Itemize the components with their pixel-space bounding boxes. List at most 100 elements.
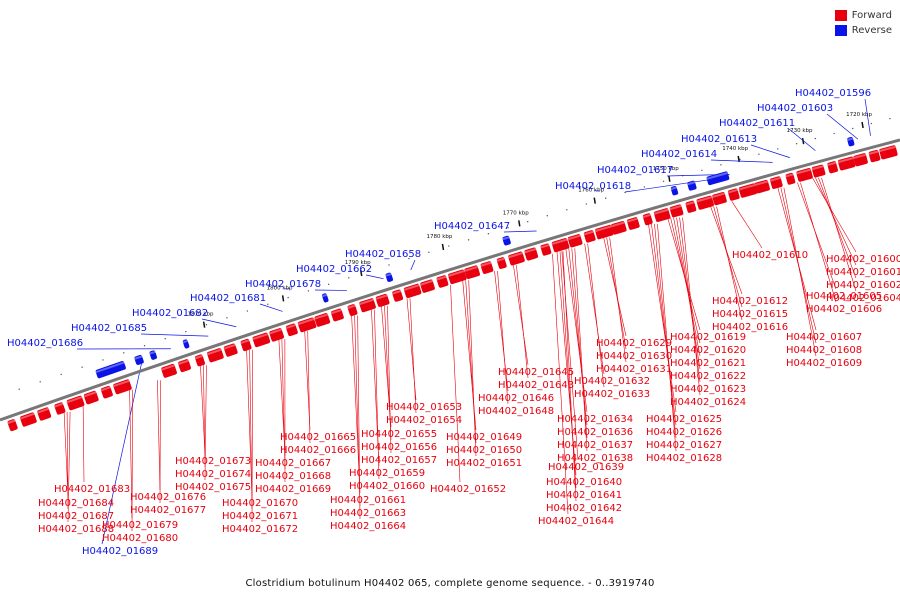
gene-highlight — [846, 137, 854, 141]
reverse-gene-label: H04402_01617 — [597, 165, 673, 176]
reverse-gene-label: H04402_01686 — [7, 338, 83, 349]
gene-features — [7, 136, 898, 432]
reverse-gene — [321, 293, 329, 303]
gene-highlight — [551, 238, 568, 246]
forward-gene — [524, 247, 539, 261]
gene-block — [670, 186, 679, 196]
reverse-gene-label: H04402_01678 — [245, 279, 321, 290]
forward-gene — [285, 323, 298, 337]
gene-highlight — [7, 419, 16, 425]
forward-gene-label: H04402_01615 — [712, 309, 788, 320]
scale-minor-dot — [527, 220, 529, 223]
scale-minor-dot — [143, 345, 146, 347]
forward-gene — [769, 176, 783, 189]
legend-item-reverse: Reverse — [834, 23, 892, 38]
scale-minor-dot — [487, 233, 490, 235]
gene-highlight — [134, 355, 143, 360]
gene-block — [853, 153, 868, 167]
gene-block — [420, 279, 435, 293]
forward-connector — [609, 237, 627, 363]
gene-block — [868, 149, 881, 163]
forward-connector — [82, 406, 85, 483]
gene-highlight — [66, 396, 83, 404]
gene-highlight — [727, 188, 738, 194]
reverse-connector — [365, 274, 384, 280]
reverse-gene — [502, 235, 511, 246]
scale-tick — [281, 295, 285, 302]
forward-gene-label: H04402_01630 — [596, 351, 672, 362]
forward-gene — [727, 188, 740, 201]
gene-highlight — [524, 247, 537, 254]
gene-block — [653, 208, 671, 222]
reverse-gene-label: H04402_01681 — [190, 293, 266, 304]
forward-gene-label: H04402_01631 — [596, 364, 672, 375]
forward-gene — [240, 338, 252, 352]
reverse-gene-label: H04402_01662 — [296, 264, 372, 275]
forward-connector — [676, 217, 701, 370]
scale-ticks: 1720 kbp 1730 kbp 1740 kbp 1750 kbp 1760 kbp… — [18, 112, 891, 390]
forward-connector — [606, 237, 627, 350]
forward-gene-label: H04402_01629 — [596, 338, 672, 349]
scale-minor-dot — [81, 366, 83, 368]
gene-highlight — [712, 192, 726, 198]
reverse-connector — [826, 113, 859, 140]
scale-minor-dot — [889, 117, 891, 120]
gene-block — [83, 390, 99, 405]
forward-gene-label: H04402_01655 — [361, 429, 437, 440]
forward-gene — [447, 269, 467, 285]
forward-connector — [682, 217, 701, 396]
scale-minor-dot — [870, 122, 873, 125]
gene-block — [540, 243, 552, 256]
gene-highlight — [853, 153, 867, 159]
gene-block — [100, 385, 113, 399]
gene-block — [847, 136, 855, 147]
forward-gene-label: H04402_01616 — [712, 322, 788, 333]
forward-connector — [587, 243, 605, 388]
gene-block — [696, 195, 714, 210]
forward-connector — [657, 223, 677, 452]
gene-highlight — [496, 257, 505, 262]
forward-gene-label: H04402_01641 — [546, 490, 622, 501]
forward-connector — [494, 270, 509, 392]
scale-minor-dot — [226, 317, 228, 319]
gene-highlight — [375, 294, 388, 300]
gene-highlight — [811, 165, 824, 171]
reverse-connector — [410, 259, 416, 271]
forward-gene-label: H04402_01628 — [646, 453, 722, 464]
scale-minor-dot — [246, 310, 249, 312]
scale-label: 1780 kbp — [426, 234, 452, 240]
gene-block — [669, 204, 684, 218]
forward-connector — [552, 253, 569, 515]
scale-label: 1720 kbp — [846, 112, 872, 118]
forward-gene-label: H04402_01687 — [38, 511, 114, 522]
forward-gene — [83, 390, 99, 405]
forward-gene — [314, 313, 331, 327]
reverse-gene-label: H04402_01682 — [132, 308, 208, 319]
forward-gene — [583, 230, 596, 243]
forward-gene — [112, 379, 132, 395]
forward-gene-label: H04402_01608 — [786, 345, 862, 356]
scale-minor-dot — [662, 180, 665, 182]
gene-highlight — [160, 364, 175, 371]
forward-gene — [403, 283, 422, 299]
forward-gene-label: H04402_01646 — [478, 393, 554, 404]
forward-gene-label: H04402_01636 — [557, 427, 633, 438]
scale-label: 1740 kbp — [722, 146, 748, 152]
forward-connector — [129, 389, 133, 519]
gene-highlight — [687, 181, 696, 186]
forward-gene-label: H04402_01653 — [386, 402, 462, 413]
forward-connector — [783, 187, 817, 357]
reverse-gene — [182, 339, 190, 349]
forward-gene-label: H04402_01600 — [826, 254, 900, 265]
gene-block — [347, 304, 358, 317]
forward-gene — [879, 145, 898, 160]
scale-minor-dot — [164, 337, 166, 340]
legend-item-forward: Forward — [834, 8, 892, 23]
forward-gene-label: H04402_01610 — [732, 250, 808, 261]
forward-gene-label: H04402_01638 — [557, 453, 633, 464]
forward-gene-label: H04402_01670 — [222, 498, 298, 509]
forward-gene — [837, 156, 856, 171]
scale-minor-dot — [758, 153, 760, 155]
gene-block — [567, 234, 583, 248]
gene-block — [240, 338, 252, 352]
